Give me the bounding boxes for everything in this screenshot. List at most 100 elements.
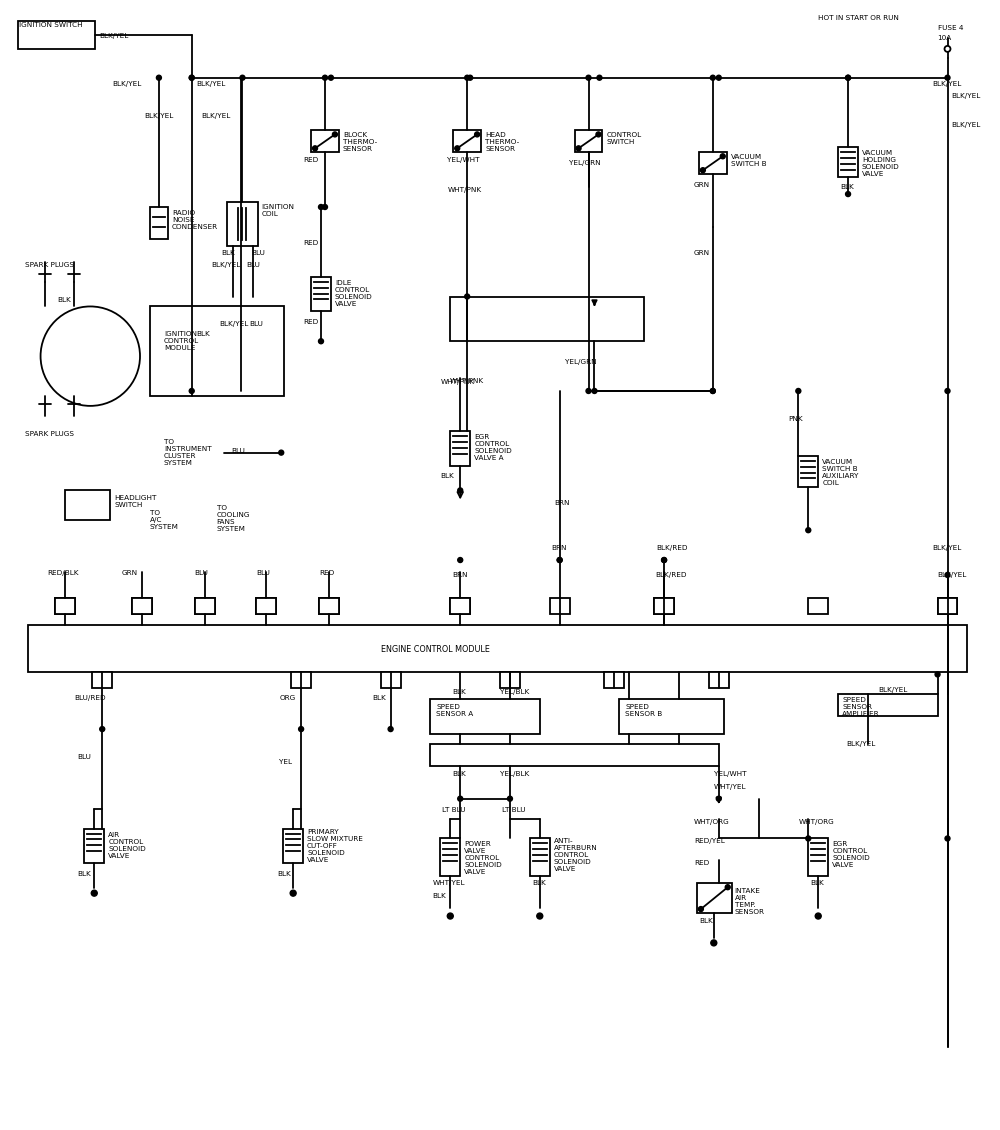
- Circle shape: [710, 76, 715, 80]
- Text: RED/BLK: RED/BLK: [48, 570, 79, 576]
- Bar: [699, 153, 727, 174]
- Bar: [195, 598, 215, 614]
- Bar: [311, 130, 339, 153]
- Text: GRN: GRN: [694, 250, 710, 255]
- Circle shape: [458, 557, 463, 563]
- Text: VACUUM
SWITCH B: VACUUM SWITCH B: [731, 155, 766, 167]
- Circle shape: [720, 154, 725, 159]
- Text: BLK: BLK: [532, 880, 546, 886]
- Text: BLK: BLK: [810, 880, 824, 886]
- Circle shape: [290, 890, 296, 896]
- Text: BLK/YEL: BLK/YEL: [144, 113, 173, 119]
- Bar: [709, 672, 729, 688]
- Text: BLK/RED: BLK/RED: [656, 545, 688, 551]
- Text: BLK: BLK: [699, 918, 713, 924]
- Text: CONTROL
SWITCH: CONTROL SWITCH: [606, 132, 642, 146]
- Circle shape: [299, 727, 304, 731]
- Circle shape: [586, 76, 591, 80]
- Text: TO
COOLING
FANS
SYSTEM: TO COOLING FANS SYSTEM: [217, 505, 250, 532]
- Circle shape: [455, 146, 460, 150]
- Bar: [530, 838, 550, 876]
- Circle shape: [322, 205, 327, 209]
- Circle shape: [465, 294, 470, 299]
- Bar: [798, 455, 818, 487]
- Text: WHT/PNK: WHT/PNK: [447, 188, 481, 193]
- Circle shape: [662, 557, 667, 563]
- Bar: [291, 672, 311, 688]
- Text: YEL: YEL: [279, 759, 292, 765]
- Text: YEL/GRN: YEL/GRN: [565, 359, 596, 365]
- Text: HOT IN START OR RUN: HOT IN START OR RUN: [818, 15, 899, 21]
- Text: BLK/YEL: BLK/YEL: [220, 321, 249, 328]
- Text: GRN: GRN: [122, 570, 138, 576]
- Circle shape: [592, 389, 597, 393]
- Bar: [450, 296, 644, 341]
- Text: BLK: BLK: [840, 184, 854, 190]
- Circle shape: [537, 913, 543, 919]
- Bar: [430, 744, 719, 766]
- Circle shape: [846, 192, 851, 197]
- Text: GRN: GRN: [694, 182, 710, 188]
- Circle shape: [100, 727, 105, 731]
- Text: IGNITION
COIL: IGNITION COIL: [261, 205, 294, 217]
- Circle shape: [388, 727, 393, 731]
- Bar: [227, 202, 258, 246]
- Text: BLK/YEL: BLK/YEL: [878, 687, 907, 694]
- Circle shape: [935, 672, 940, 677]
- Bar: [18, 21, 95, 49]
- Text: TO
A/C
SYSTEM: TO A/C SYSTEM: [150, 511, 179, 530]
- Text: BLK/YEL: BLK/YEL: [202, 113, 231, 119]
- Circle shape: [716, 76, 721, 80]
- Circle shape: [815, 913, 821, 919]
- Circle shape: [279, 450, 284, 455]
- Circle shape: [319, 339, 323, 344]
- Circle shape: [710, 389, 715, 393]
- Bar: [256, 598, 276, 614]
- Bar: [150, 207, 168, 238]
- Bar: [92, 672, 112, 688]
- Text: AIR
CONTROL
SOLENOID
VALVE: AIR CONTROL SOLENOID VALVE: [108, 832, 146, 859]
- Circle shape: [458, 488, 463, 493]
- Circle shape: [458, 797, 463, 801]
- Text: ENGINE CONTROL MODULE: ENGINE CONTROL MODULE: [381, 644, 490, 653]
- Text: YEL/GRN: YEL/GRN: [569, 160, 600, 166]
- Text: RED: RED: [303, 157, 318, 163]
- Circle shape: [447, 913, 453, 919]
- Circle shape: [156, 76, 161, 80]
- Text: BLU: BLU: [77, 754, 91, 760]
- Circle shape: [557, 557, 562, 563]
- Text: BLU: BLU: [256, 570, 270, 576]
- Text: LT BLU: LT BLU: [442, 807, 466, 812]
- Text: BLK/YEL: BLK/YEL: [951, 122, 981, 129]
- Bar: [654, 598, 674, 614]
- Text: BRN: BRN: [452, 572, 468, 577]
- Circle shape: [322, 76, 327, 80]
- Bar: [654, 598, 674, 614]
- Bar: [55, 598, 75, 614]
- Text: INTAKE
AIR
TEMP.
SENSOR: INTAKE AIR TEMP. SENSOR: [735, 888, 765, 915]
- Bar: [938, 598, 957, 614]
- Bar: [28, 625, 967, 672]
- Text: RED/YEL: RED/YEL: [694, 838, 725, 844]
- Text: WHT/YEL: WHT/YEL: [432, 880, 465, 886]
- Circle shape: [41, 306, 140, 406]
- Text: IGNITION
CONTROL
MODULE: IGNITION CONTROL MODULE: [164, 331, 199, 351]
- Text: FUSE 4: FUSE 4: [938, 25, 963, 31]
- Text: RED: RED: [303, 240, 318, 246]
- Circle shape: [475, 132, 480, 137]
- Text: BLK: BLK: [77, 871, 91, 877]
- Text: RED: RED: [303, 320, 318, 325]
- Bar: [311, 277, 331, 312]
- Text: RED: RED: [319, 570, 334, 576]
- Text: SPEED
SENSOR B: SPEED SENSOR B: [625, 704, 663, 718]
- Bar: [430, 699, 540, 734]
- Text: WHT/PNK: WHT/PNK: [449, 379, 483, 384]
- Circle shape: [557, 557, 562, 563]
- Text: BLK/YEL: BLK/YEL: [938, 572, 967, 577]
- Circle shape: [189, 76, 194, 80]
- Text: BLK/YEL: BLK/YEL: [197, 80, 226, 87]
- Bar: [150, 306, 284, 396]
- Text: TO
INSTRUMENT
CLUSTER
SYSTEM: TO INSTRUMENT CLUSTER SYSTEM: [164, 438, 212, 466]
- Text: BLK/YEL: BLK/YEL: [933, 80, 962, 87]
- Bar: [808, 838, 828, 876]
